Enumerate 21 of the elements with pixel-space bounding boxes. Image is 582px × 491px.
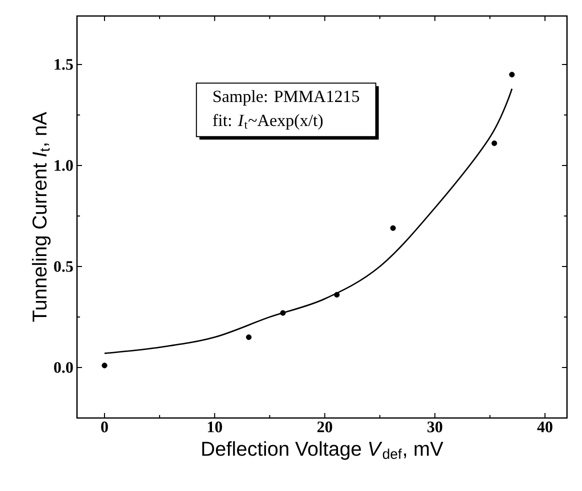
y-tick-label: 1.0 [54,160,73,171]
y-axis-title: Tunneling Current I$_{t}$, nA [32,112,51,322]
x-axis-title: Deflection Voltage V$_{def}$, mV [202,441,444,460]
x-tick-label: 0 [101,422,108,432]
line-series [104,88,513,354]
x-tick-label: 30 [427,422,442,432]
y-tick-label: 0.0 [54,362,73,373]
y-tick-label: 1.5 [54,59,73,70]
y-tick-label: 0.5 [54,261,73,272]
point [509,72,515,78]
point [102,362,108,368]
point [280,310,286,316]
point [334,292,340,298]
annotation: Sample: PMMA1215 [214,90,360,106]
x-tick-label: 20 [317,422,332,432]
point [246,334,252,340]
point [390,225,396,231]
x-tick-label: 10 [208,422,222,432]
annotation: fit: I$_{t}$~Aexp(x/t) [212,114,323,130]
point [492,140,498,146]
x-tick-label: 40 [537,422,552,432]
